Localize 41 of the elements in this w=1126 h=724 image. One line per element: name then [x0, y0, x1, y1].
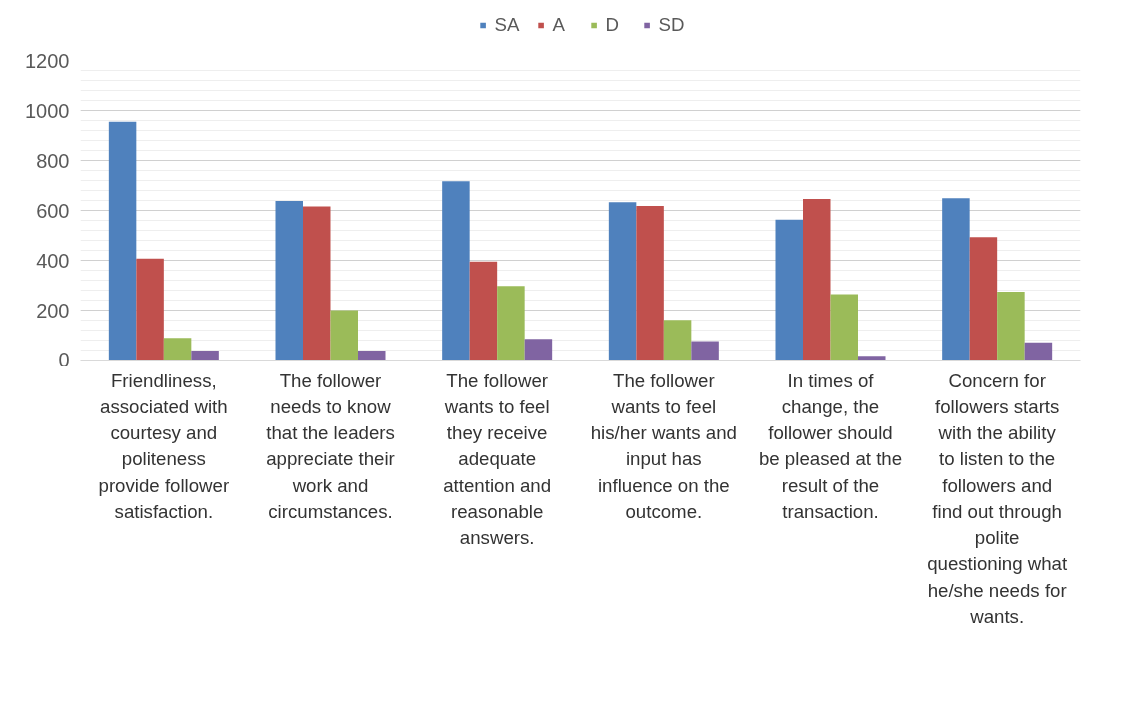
bar [524, 339, 553, 361]
bar [691, 341, 719, 361]
legend-label: D [605, 14, 620, 36]
y-tick-label: 200 [36, 299, 70, 322]
bar [497, 286, 525, 361]
y-tick-label: 800 [36, 149, 70, 172]
bar [358, 351, 386, 361]
bar [275, 201, 303, 361]
bar [608, 202, 637, 361]
bar [330, 310, 358, 361]
x-tick-label: Friendliness, associated with courtesy and politeness provide follower satisfaction. [98, 369, 230, 522]
legend-label: A [552, 14, 566, 36]
bar [136, 258, 164, 361]
x-tick-label: The follower wants to feel his/her wants and input has influence on the outcome. [590, 369, 737, 522]
bar [1024, 342, 1053, 361]
bar [191, 351, 219, 361]
bar [108, 121, 137, 361]
legend-label: SD [658, 14, 685, 36]
x-tick-label: The follower wants to feel they receive adequate attention and reasonable answers. [443, 369, 552, 548]
bar [663, 320, 692, 361]
bar [830, 294, 858, 361]
bar [942, 198, 970, 361]
y-tick-label: 0 [58, 348, 70, 371]
bar [636, 206, 664, 361]
bar [803, 199, 831, 361]
x-tick-label: The follower needs to know that the leaders appreciate their work and circumstances. [266, 369, 395, 522]
category-label: Concern for followers starts with the ability to listen to the followers and find out through polite questioning what he/she needs for wants. [927, 369, 1068, 627]
bar [775, 219, 803, 361]
y-tick-label: 1200 [25, 49, 70, 72]
y-tick-label: 1000 [25, 99, 70, 122]
legend-label: SA [494, 14, 520, 36]
bar [997, 292, 1025, 361]
bar [303, 206, 331, 361]
bar [858, 356, 886, 361]
bar [969, 237, 998, 361]
y-tick-label: 400 [36, 249, 70, 272]
x-tick-label: In times of change, the follower should be pleased at the result of the transaction. [758, 369, 903, 522]
bar [442, 181, 470, 361]
bar [163, 338, 192, 361]
y-tick-label: 600 [36, 199, 70, 222]
bar [469, 261, 498, 361]
